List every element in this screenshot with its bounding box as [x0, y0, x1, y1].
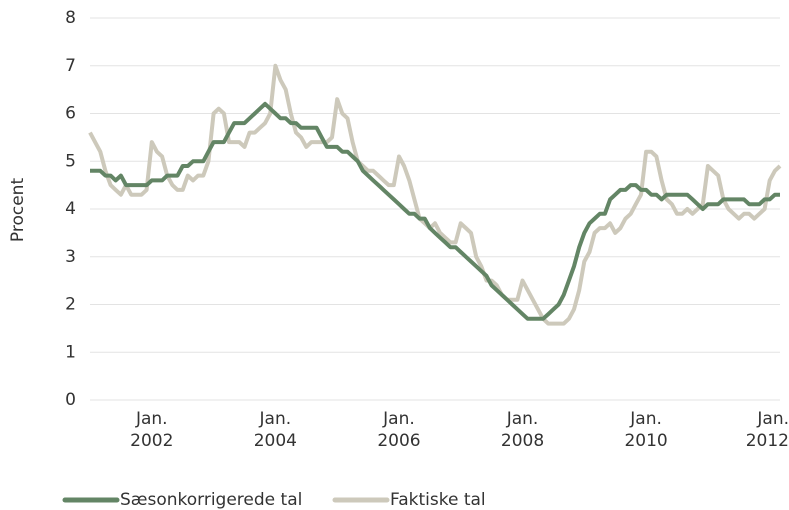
y-axis-label: Procent [8, 178, 28, 243]
x-tick-label: Jan. 2010 [624, 409, 668, 451]
x-tick-label: Jan. 2012 [745, 409, 789, 451]
series-line [90, 101, 780, 321]
legend-label: Sæsonkorrigerede tal [120, 490, 302, 510]
x-tick-label: Jan. 2004 [253, 409, 297, 451]
y-tick-label: 0 [65, 390, 76, 410]
y-tick-label: 6 [65, 104, 76, 124]
legend-label: Faktiske tal [390, 490, 486, 510]
y-tick-label: 8 [65, 8, 76, 28]
x-tick-label: Jan. 2006 [377, 409, 421, 451]
y-tick-label: 2 [65, 295, 76, 315]
y-tick-label: 7 [65, 56, 76, 76]
y-tick-label: 1 [65, 342, 76, 362]
y-tick-label: 3 [65, 247, 76, 267]
series-line [88, 63, 782, 326]
y-tick-label: 4 [65, 199, 76, 219]
x-tick-label: Jan. 2002 [130, 409, 174, 451]
x-tick-label: Jan. 2008 [500, 409, 545, 451]
y-tick-label: 5 [65, 151, 76, 171]
